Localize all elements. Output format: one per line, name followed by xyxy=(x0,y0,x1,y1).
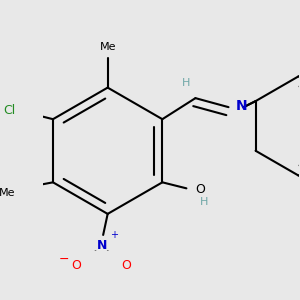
Text: H: H xyxy=(182,78,190,88)
Text: Me: Me xyxy=(0,188,15,198)
Text: Me: Me xyxy=(99,42,116,52)
Text: H: H xyxy=(200,197,208,207)
Text: O: O xyxy=(195,183,205,196)
Text: Cl: Cl xyxy=(3,104,15,117)
Text: N: N xyxy=(97,239,107,252)
Text: O: O xyxy=(121,259,130,272)
Text: O: O xyxy=(71,259,81,272)
Text: +: + xyxy=(110,230,118,240)
Text: −: − xyxy=(59,253,69,266)
Text: N: N xyxy=(236,99,248,112)
